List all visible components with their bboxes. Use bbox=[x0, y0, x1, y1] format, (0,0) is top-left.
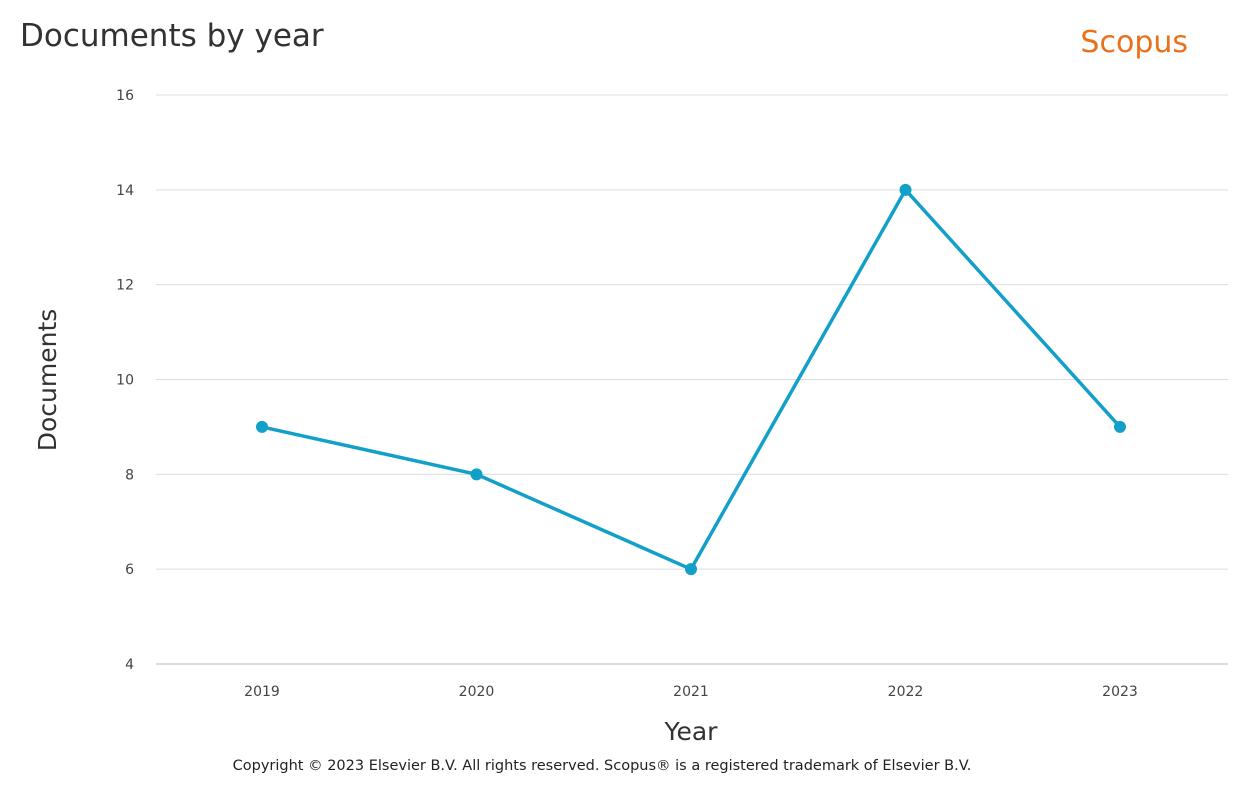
gridlines bbox=[156, 94, 1228, 665]
x-tick-label: 2020 bbox=[459, 684, 495, 700]
y-tick-label: 14 bbox=[116, 183, 134, 199]
data-point[interactable] bbox=[470, 468, 483, 481]
scopus-logo: Scopus bbox=[1080, 25, 1188, 60]
x-tick-label: 2023 bbox=[1102, 684, 1138, 700]
x-tick-label: 2021 bbox=[673, 684, 709, 700]
x-axis-ticks: 2019 2020 2021 2022 2023 bbox=[244, 684, 1138, 700]
y-tick-label: 10 bbox=[116, 373, 134, 389]
data-point[interactable] bbox=[1114, 420, 1126, 433]
series-documents bbox=[256, 183, 1126, 576]
y-tick-label: 12 bbox=[116, 278, 134, 294]
copyright-notice: Copyright © 2023 Elsevier B.V. All right… bbox=[233, 758, 972, 774]
y-axis-ticks: 4 6 8 10 12 14 16 bbox=[116, 88, 134, 673]
y-tick-label: 4 bbox=[125, 657, 134, 673]
x-tick-label: 2022 bbox=[888, 684, 924, 700]
y-tick-label: 8 bbox=[125, 467, 134, 483]
x-axis-title: Year bbox=[664, 717, 719, 746]
data-point[interactable] bbox=[685, 563, 697, 576]
data-point[interactable] bbox=[256, 420, 268, 433]
data-point[interactable] bbox=[899, 183, 912, 196]
chart-title: Documents by year bbox=[20, 18, 324, 54]
y-tick-label: 6 bbox=[125, 562, 134, 578]
y-tick-label: 16 bbox=[116, 88, 134, 104]
y-axis-title: Documents bbox=[33, 309, 62, 452]
x-tick-label: 2019 bbox=[244, 684, 280, 700]
